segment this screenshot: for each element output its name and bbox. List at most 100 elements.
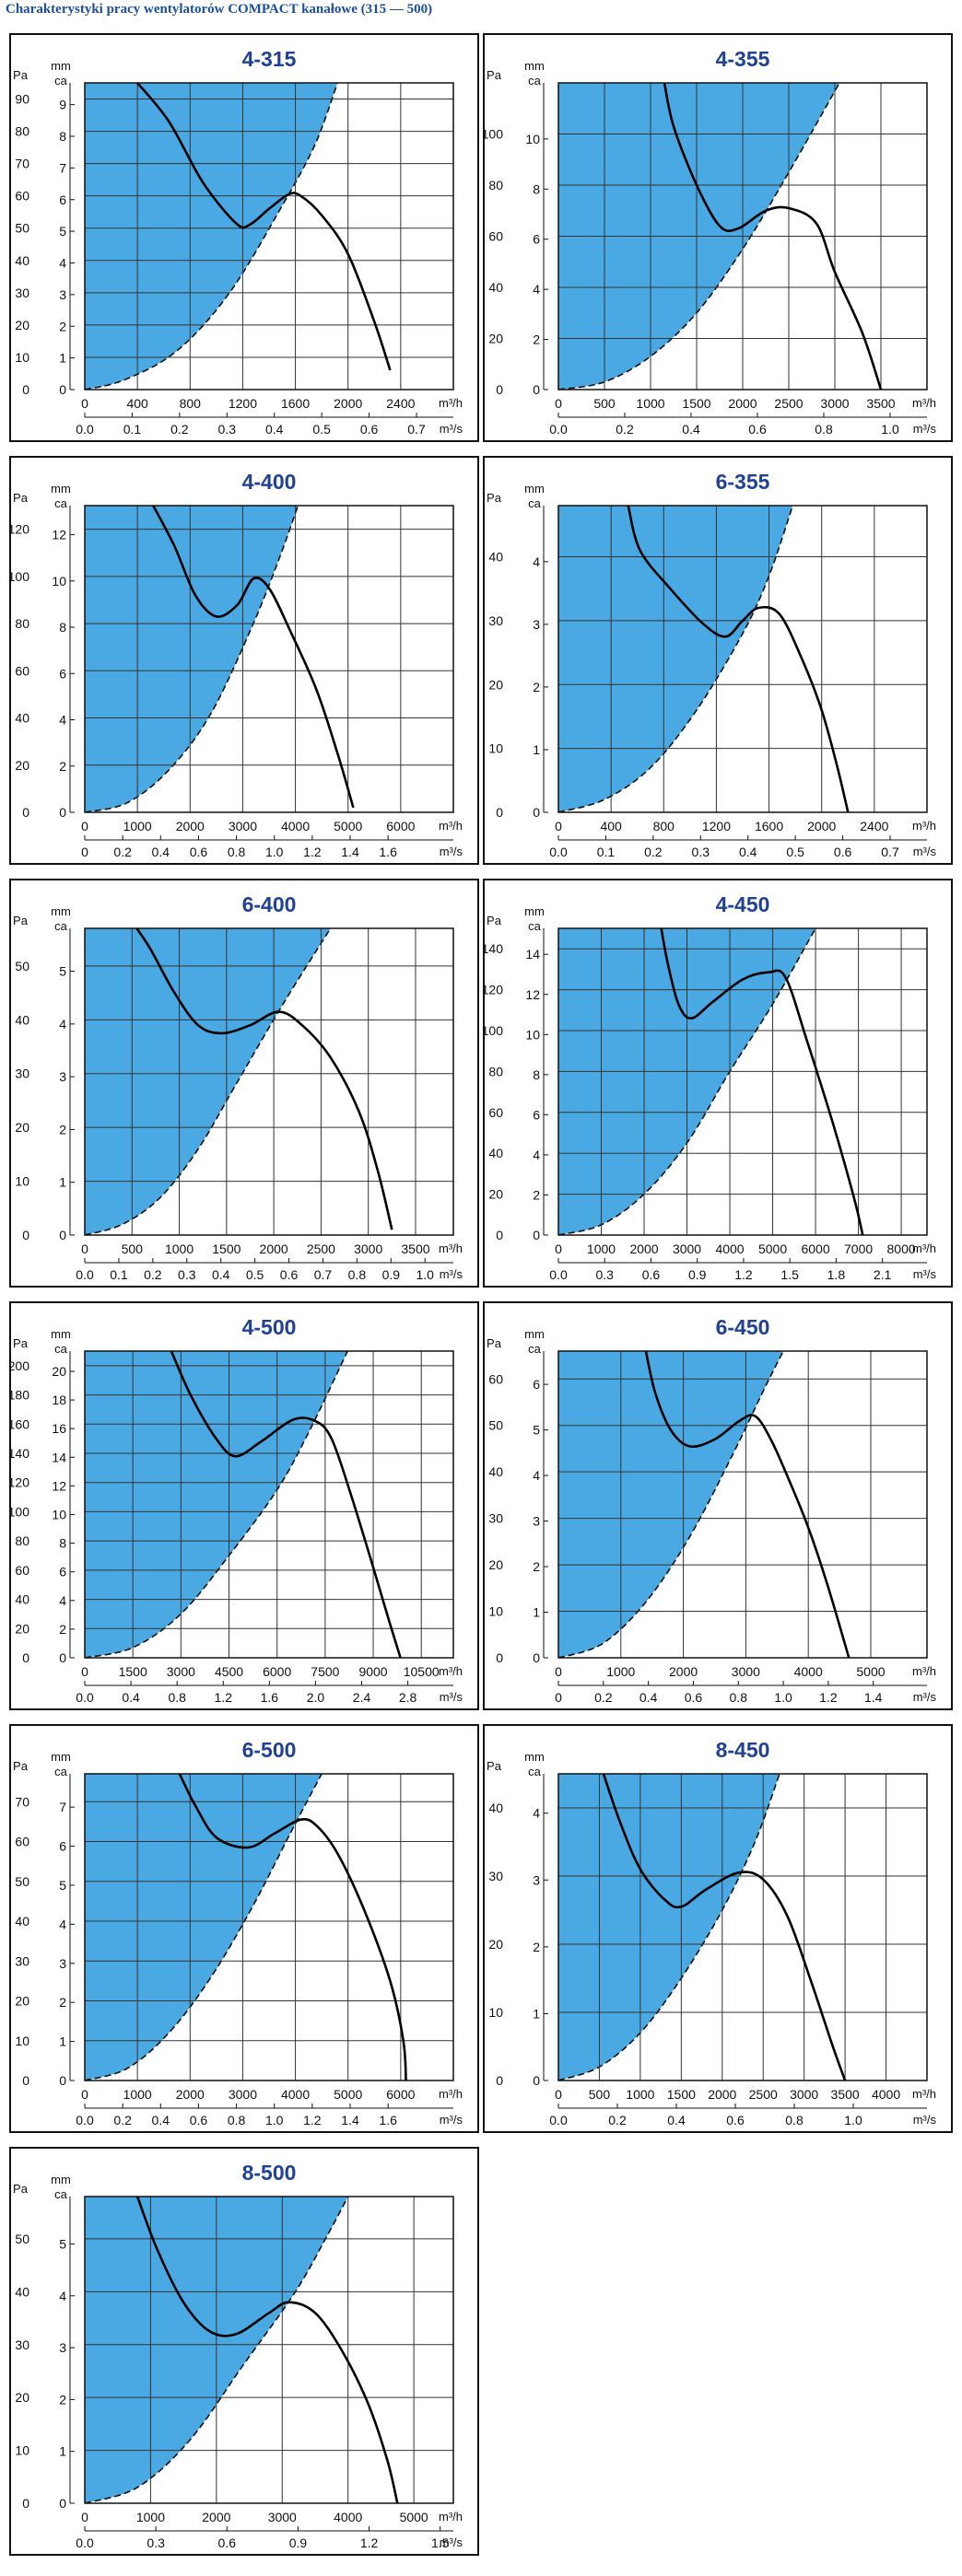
x2-tick-label: 0.3 bbox=[178, 1267, 196, 1282]
y-tick-label: 0 bbox=[22, 805, 29, 820]
plot-frame bbox=[84, 505, 454, 813]
chart-panel-4-500: 4-500 0 20 40 60 80 100 120 140 160 180 200 0 2 4 6 8 10 1… bbox=[9, 1301, 479, 1710]
x-tick-label: 5000 bbox=[400, 2510, 428, 2524]
x2-tick-label: 1.2 bbox=[215, 1690, 233, 1705]
y-tick-label: 180 bbox=[11, 1388, 29, 1403]
y2-tick-label: 0 bbox=[59, 1228, 66, 1242]
x2-tick-label: 0.4 bbox=[667, 2113, 686, 2127]
y2-tick-label: 3 bbox=[59, 1956, 66, 1971]
x2-tick-label: 2.1 bbox=[874, 1267, 892, 1282]
y-tick-label: 30 bbox=[15, 286, 29, 300]
x-tick-label: 0 bbox=[81, 819, 88, 833]
x-tick-label: 0 bbox=[555, 819, 562, 833]
x-tick-label: 1000 bbox=[626, 2087, 654, 2102]
x-tick-label: 2500 bbox=[749, 2087, 778, 2102]
y2-axis-label: mm bbox=[524, 482, 545, 495]
x2-axis-unit: m³/s bbox=[440, 1267, 463, 1281]
x-tick-label: 5000 bbox=[334, 819, 362, 833]
chart-title: 6-355 bbox=[716, 470, 770, 494]
y-tick-label: 10 bbox=[488, 2005, 503, 2020]
y-tick-label: 10 bbox=[15, 350, 29, 365]
x2-tick-label: 0.3 bbox=[595, 1267, 614, 1282]
y-tick-label: 20 bbox=[15, 1120, 29, 1135]
y-tick-label: 0 bbox=[22, 2496, 29, 2511]
y-tick-label: 70 bbox=[15, 1794, 29, 1809]
x2-tick-label: 0.8 bbox=[730, 1690, 748, 1705]
x2-tick-label: 0.4 bbox=[265, 422, 284, 437]
y2-tick-label: 4 bbox=[59, 2289, 66, 2303]
y-tick-label: 20 bbox=[15, 1994, 29, 2009]
zone-boundary bbox=[85, 928, 332, 1235]
fan-curve bbox=[660, 928, 864, 1235]
y2-axis-label-b: ca bbox=[54, 1765, 68, 1778]
y2-tick-label: 2 bbox=[533, 1559, 540, 1574]
y2-tick-label: 3 bbox=[533, 1872, 540, 1887]
y-tick-label: 30 bbox=[15, 1953, 29, 1968]
zone-boundary bbox=[85, 2197, 349, 2503]
y2-tick-label: 14 bbox=[52, 1450, 66, 1464]
x-tick-label: 500 bbox=[122, 1241, 144, 1256]
y2-tick-label: 4 bbox=[533, 1806, 540, 1821]
x2-axis-unit: m³/s bbox=[440, 2113, 463, 2127]
y2-tick-label: 0 bbox=[533, 805, 540, 820]
x2-tick-label: 0.2 bbox=[644, 845, 663, 859]
x2-tick-label: 1.0 bbox=[416, 1267, 434, 1282]
x-tick-label: 0 bbox=[555, 1241, 562, 1256]
chart-panel-6-500: 6-500 0 10 20 30 40 50 60 70 0 1 2 3 4 5 6 7 Pa mm ca 0 1000 2… bbox=[9, 1724, 479, 2133]
x2-tick-label: 0.3 bbox=[147, 2535, 165, 2550]
x2-tick-label: 0.5 bbox=[786, 845, 804, 859]
chart-panel-6-450: 6-450 0 10 20 30 40 50 60 0 1 2 3 4 5 6 Pa mm ca 0 1000 2000… bbox=[483, 1301, 953, 1710]
y-tick-label: 0 bbox=[22, 382, 29, 397]
x-tick-label: 2000 bbox=[807, 819, 836, 833]
y2-axis-label-b: ca bbox=[54, 1342, 68, 1356]
x2-tick-label: 0.2 bbox=[170, 422, 189, 437]
x2-tick-label: 0.6 bbox=[834, 845, 852, 859]
y2-tick-label: 6 bbox=[59, 1839, 66, 1854]
y2-tick-label: 5 bbox=[533, 1423, 540, 1438]
y-axis-label: Pa bbox=[13, 68, 29, 82]
x2-tick-label: 2.0 bbox=[307, 1690, 325, 1705]
chart-title: 4-500 bbox=[242, 1315, 297, 1339]
x2-tick-label: 1.2 bbox=[303, 845, 322, 859]
y-tick-label: 60 bbox=[15, 189, 29, 204]
x2-tick-label: 0.7 bbox=[881, 845, 899, 859]
y-tick-label: 100 bbox=[485, 127, 503, 142]
y2-tick-label: 0 bbox=[59, 805, 66, 820]
plot-frame bbox=[557, 82, 928, 390]
y2-tick-label: 4 bbox=[533, 282, 540, 297]
x2-tick-label: 0.8 bbox=[785, 2113, 804, 2127]
chart-title: 4-450 bbox=[716, 892, 770, 916]
y2-tick-label: 1 bbox=[59, 2034, 66, 2049]
y2-tick-label: 14 bbox=[525, 947, 540, 962]
y2-tick-label: 10 bbox=[525, 132, 540, 146]
x-axis-unit: m³/h bbox=[439, 2087, 463, 2101]
x2-axis-unit: m³/s bbox=[913, 1267, 937, 1281]
x2-tick-label: 0.9 bbox=[688, 1267, 707, 1282]
y2-axis-label-b: ca bbox=[54, 74, 68, 87]
fan-curve bbox=[135, 2197, 399, 2503]
y2-tick-label: 20 bbox=[52, 1364, 66, 1379]
operating-zone bbox=[558, 506, 793, 812]
y-tick-label: 100 bbox=[11, 1504, 29, 1519]
y2-tick-label: 4 bbox=[59, 255, 66, 270]
y-tick-label: 0 bbox=[22, 1650, 29, 1665]
x-tick-label: 0 bbox=[81, 1664, 88, 1679]
y-tick-label: 60 bbox=[488, 1371, 503, 1386]
fan-curve bbox=[644, 1351, 851, 1658]
fan-curve bbox=[178, 1774, 407, 2081]
zone-boundary bbox=[558, 83, 840, 390]
operating-zone bbox=[85, 83, 338, 390]
x-tick-label: 0 bbox=[81, 396, 88, 411]
y2-tick-label: 6 bbox=[59, 192, 66, 207]
chart-panel-4-315: 4-315 0 10 20 30 40 50 60 70 80 90 0 1 2 3 4 5 6 7 8 9 Pa mm ca… bbox=[9, 33, 479, 442]
x-axis-unit: m³/h bbox=[912, 1241, 936, 1255]
x2-tick-label: 0.0 bbox=[76, 1690, 94, 1705]
fan-curve bbox=[152, 506, 355, 809]
chart-title: 4-355 bbox=[716, 47, 770, 71]
y2-tick-label: 3 bbox=[533, 1514, 540, 1529]
y-tick-label: 0 bbox=[22, 1228, 29, 1242]
y2-tick-label: 12 bbox=[525, 987, 540, 1002]
y-tick-label: 100 bbox=[485, 1023, 503, 1038]
operating-zone bbox=[85, 506, 299, 812]
